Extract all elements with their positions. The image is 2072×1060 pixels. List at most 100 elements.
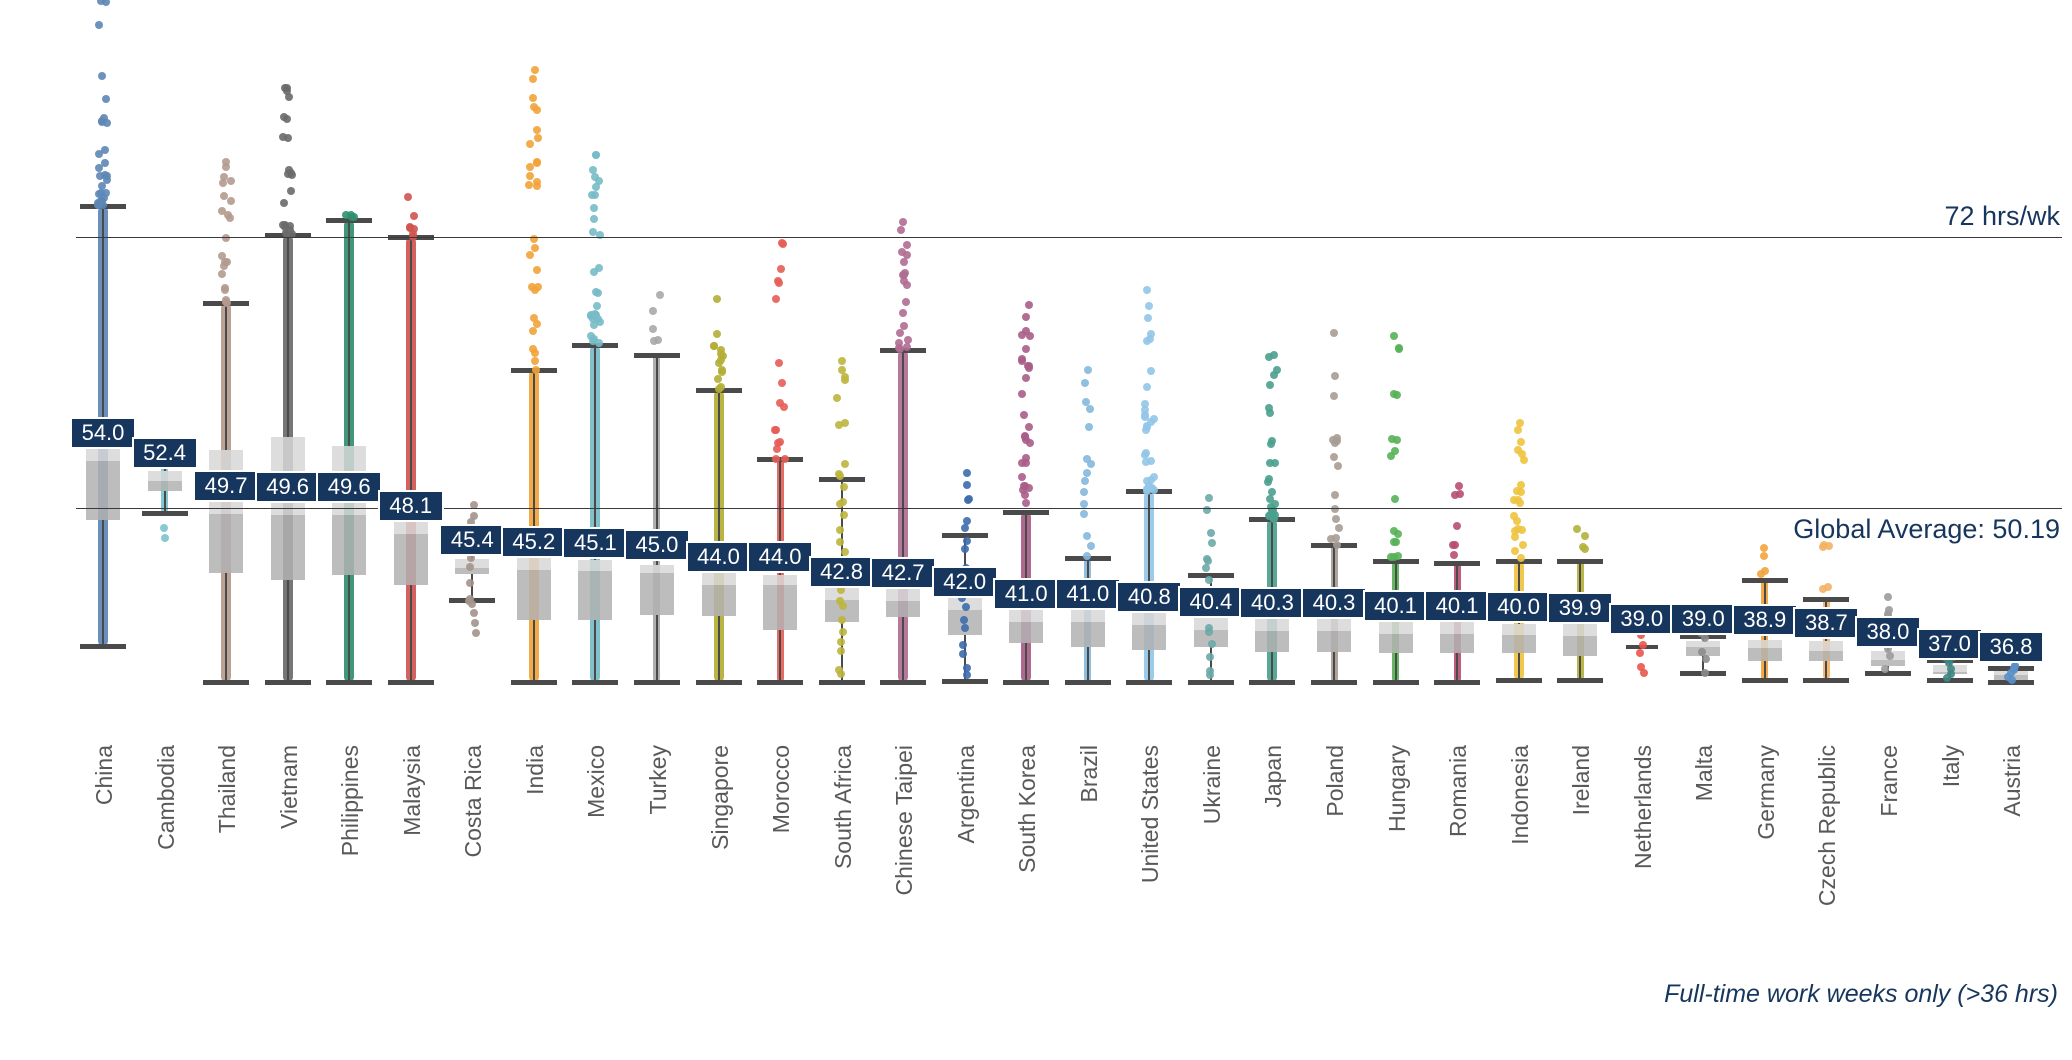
outlier-dot [95,197,104,206]
outlier-dot [284,169,293,178]
outlier-dot [2010,664,2019,673]
box-lower-quartile [1501,634,1536,654]
x-axis-label: Hungary [1383,745,1410,832]
outlier-dot [1332,515,1341,524]
outlier-dot [895,329,904,338]
box-upper-quartile [1747,639,1782,649]
outlier-dot [1141,411,1150,420]
outlier-dot [1518,525,1527,534]
outlier-dot [409,229,418,238]
outlier-dot [526,140,535,149]
outlier-dot [223,258,232,267]
outlier-dot [898,218,907,227]
outlier-dot [655,291,664,300]
outlier-dot [1207,538,1216,547]
box-lower-quartile [455,567,490,574]
x-axis-label: Malta [1691,745,1718,802]
outlier-dot [1265,380,1274,389]
outlier-dot [903,241,912,250]
outlier-dot [841,459,850,468]
whisker-lower-stem [1579,655,1582,680]
median-value-label: 40.0 [1485,590,1552,623]
outlier-dot [776,398,785,407]
strip-dot [465,578,474,587]
outlier-dot [776,438,785,447]
outlier-dot [283,83,292,92]
outlier-dot [160,534,169,543]
box-lower-quartile [270,515,305,581]
box-lower-quartile [1809,650,1844,661]
outlier-dot [771,425,780,434]
outlier-dot [1024,423,1033,432]
outlier-dot [1509,496,1518,505]
whisker-lower-stem [163,490,166,513]
outlier-dot [1512,516,1521,525]
outlier-dot [1267,439,1276,448]
outlier-dot [528,94,537,103]
outlier-dot [902,343,911,352]
strip-dot [1884,644,1893,653]
outlier-dot [1204,494,1213,503]
outlier-dot [1328,436,1337,445]
outlier-dot [1450,490,1459,499]
outlier-dot [1022,453,1031,462]
whisker-lower-cap [1311,679,1357,685]
outlier-dot [1264,512,1273,521]
box-lower-quartile [209,514,244,573]
whisker-lower-cap [1557,677,1604,683]
outlier-dot [279,220,288,229]
median-value-label: 40.3 [1239,587,1306,620]
outlier-dot [1082,532,1091,541]
outlier-dot [1141,399,1150,408]
outlier-dot [710,342,719,351]
outlier-dot [95,149,104,158]
whisker-lower-cap [1434,679,1481,685]
outlier-dot [1453,521,1462,530]
outlier-dot [525,162,534,171]
box-upper-quartile [639,565,674,573]
median-value-label: 37.0 [1916,628,1983,661]
outlier-dot [469,512,478,521]
outlier-dot [528,344,537,353]
strip-dot [836,637,845,646]
outlier-dot [596,318,605,327]
outlier-dot [895,338,904,347]
outlier-dot [286,187,295,196]
outlier-dot [528,327,537,336]
outlier-dot [1083,468,1092,477]
outlier-dot [1518,540,1527,549]
whisker-lower-cap [1372,679,1419,685]
outlier-dot [1330,452,1339,461]
outlier-dot [1884,606,1893,615]
median-value-label: 38.7 [1793,606,1860,639]
strip-dot [467,554,476,563]
whisker-lower-stem [1333,652,1335,682]
median-value-label: 45.0 [623,528,690,561]
outlier-dot [95,163,104,172]
outlier-dot [284,134,293,143]
whisker-upper-cap [1741,578,1788,584]
whisker-lower-cap [326,679,373,685]
strip-dot [963,664,972,672]
outlier-dot [1456,490,1465,499]
outlier-dot [529,234,538,243]
outlier-dot [1269,351,1278,360]
outlier-dot [532,177,541,186]
whisker-lower-stem [1271,652,1274,682]
median-value-label: 42.0 [931,565,998,598]
outlier-dot [715,385,724,394]
outlier-dot [589,204,598,213]
outlier-dot [902,251,911,260]
outlier-dot [592,150,601,159]
x-axis-label: Argentina [952,745,979,844]
box-lower-quartile [1255,631,1290,653]
outlier-dot [1085,422,1094,431]
whisker-upper-stem [717,389,720,567]
outlier-dot [714,375,723,384]
outlier-dot [586,311,595,320]
outlier-dot [775,358,784,367]
outlier-dot [1394,552,1403,561]
outlier-dot [285,165,294,174]
whisker-lower-cap [1003,679,1050,685]
outlier-dot [1021,312,1030,321]
